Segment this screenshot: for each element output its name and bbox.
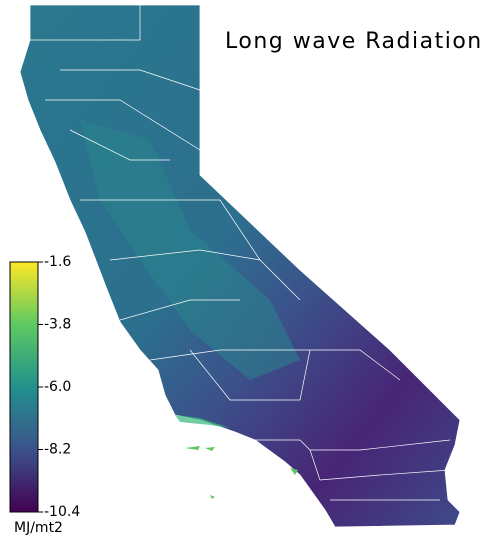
colorbar-tick-label: -3.8 bbox=[44, 317, 71, 333]
colorbar-tick-label: -1.6 bbox=[44, 254, 71, 270]
colorbar bbox=[9, 261, 39, 513]
central-valley bbox=[80, 120, 300, 380]
california bbox=[19, 4, 461, 528]
colorbar-label: MJ/mt2 bbox=[14, 520, 63, 536]
colorbar-tick-label: -6.0 bbox=[44, 379, 71, 395]
counties bbox=[30, 5, 451, 501]
southern-coast bbox=[175, 415, 230, 428]
map-title: Long wave Radiation bbox=[225, 29, 483, 54]
colorbar-tick-label: -8.2 bbox=[44, 442, 71, 458]
colorbar-tick-label: -10.4 bbox=[44, 504, 80, 520]
state-map bbox=[19, 4, 461, 528]
